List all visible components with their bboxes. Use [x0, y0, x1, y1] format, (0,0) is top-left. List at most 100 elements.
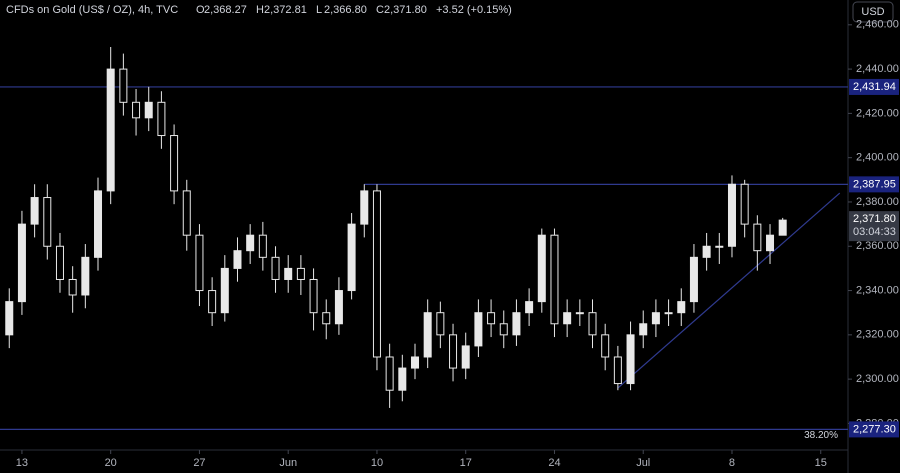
x-tick-label: 8: [729, 457, 735, 469]
candle-body: [220, 267, 229, 314]
x-tick-label: 13: [16, 457, 28, 469]
candle-body: [258, 234, 267, 258]
ohlc-label: L: [316, 4, 322, 16]
countdown: 03:04:33: [853, 226, 896, 238]
ohlc-label: C: [376, 4, 384, 16]
candle-body: [575, 312, 584, 315]
candle-body: [766, 234, 775, 252]
candle-body: [512, 312, 521, 336]
candle-body: [474, 312, 483, 347]
candle-body: [182, 190, 191, 236]
candle-body: [753, 223, 762, 252]
candle-body: [702, 245, 711, 258]
candle-body: [347, 223, 356, 292]
x-tick-label: 24: [548, 457, 560, 469]
change: +3.52 (+0.15%): [436, 4, 512, 16]
y-tick-label: 2,420.00: [856, 107, 899, 119]
x-tick-label: 10: [371, 457, 383, 469]
candle-body: [68, 278, 77, 296]
candle-body: [778, 219, 787, 236]
y-tick-label: 2,400.00: [856, 152, 899, 164]
candle-body: [372, 190, 381, 358]
candle-body: [360, 190, 369, 225]
candle-body: [664, 312, 673, 315]
candle-body: [499, 323, 508, 336]
candle-body: [423, 312, 432, 358]
symbol: CFDs on Gold (US$ / OZ), 4h, TVC: [6, 4, 178, 16]
candle-body: [436, 312, 445, 336]
ohlc-value: 2,366.80: [324, 4, 367, 16]
level-label: 2,387.95: [853, 178, 896, 190]
candle-body: [626, 334, 635, 385]
candle-body: [461, 345, 470, 369]
candle-body: [334, 290, 343, 325]
candle-body: [284, 267, 293, 280]
plot: [0, 46, 848, 431]
candle-body: [588, 312, 597, 336]
level-box: [849, 176, 899, 193]
header: CFDs on Gold (US$ / OZ), 4h, TVC O 2,368.…: [6, 4, 512, 16]
level-note: 38.20%: [804, 430, 838, 441]
candle-body: [525, 301, 534, 314]
y-tick-label: 2,360.00: [856, 240, 899, 252]
candle-body: [81, 256, 90, 296]
x-tick-label: 20: [105, 457, 117, 469]
candle-body: [17, 223, 26, 303]
candle-body: [715, 245, 724, 248]
candle-body: [449, 334, 458, 369]
trendline: [617, 192, 841, 389]
candle-body: [639, 323, 648, 336]
candle-body: [651, 312, 660, 325]
last-price-box: [849, 211, 899, 242]
level-label: 2,431.94: [853, 81, 896, 93]
y-tick-label: 2,320.00: [856, 329, 899, 341]
candle-body: [208, 290, 217, 314]
candle-body: [157, 101, 166, 137]
candle-body: [601, 334, 610, 358]
y-tick-label: 2,380.00: [856, 196, 899, 208]
ohlc-value: 2,371.80: [384, 4, 427, 16]
candle-body: [689, 256, 698, 303]
candle-body: [94, 190, 103, 258]
ohlc-value: 2,372.81: [264, 4, 307, 16]
y-tick-label: 2,340.00: [856, 284, 899, 296]
last-price: 2,371.80: [853, 213, 896, 225]
y-tick-label: 2,440.00: [856, 63, 899, 75]
candle-body: [385, 356, 394, 391]
candle-body: [537, 234, 546, 303]
candle-body: [43, 197, 52, 247]
candle-body: [30, 197, 39, 225]
candle-body: [170, 135, 179, 192]
candle-body: [271, 256, 280, 280]
level-label: 2,277.30: [853, 423, 896, 435]
candle-body: [613, 356, 622, 385]
candle-body: [55, 245, 64, 280]
x-tick-label: 15: [815, 457, 827, 469]
candle-body: [106, 68, 115, 192]
y-tick-label: 2,460.00: [856, 19, 899, 31]
candle-body: [132, 101, 141, 119]
level-box: [849, 78, 899, 95]
x-tick-label: 27: [193, 457, 205, 469]
level-box: [849, 421, 899, 438]
candle-body: [487, 312, 496, 325]
candle-body: [398, 367, 407, 391]
ohlc-label: H: [256, 4, 264, 16]
candle-body: [144, 101, 153, 119]
candle-body: [233, 250, 242, 269]
candle-body: [246, 234, 255, 252]
candle-body: [5, 301, 14, 336]
candle-body: [740, 183, 749, 225]
candle-body: [195, 234, 204, 292]
currency-button[interactable]: [852, 1, 894, 23]
candle-body: [309, 278, 318, 314]
ohlc-value: 2,368.27: [204, 4, 247, 16]
currency[interactable]: USD: [861, 6, 884, 18]
candle-body: [410, 356, 419, 369]
candle-body: [322, 312, 331, 325]
candle-body: [563, 312, 572, 325]
candle-body: [677, 301, 686, 314]
x-tick-label: Jul: [636, 457, 650, 469]
